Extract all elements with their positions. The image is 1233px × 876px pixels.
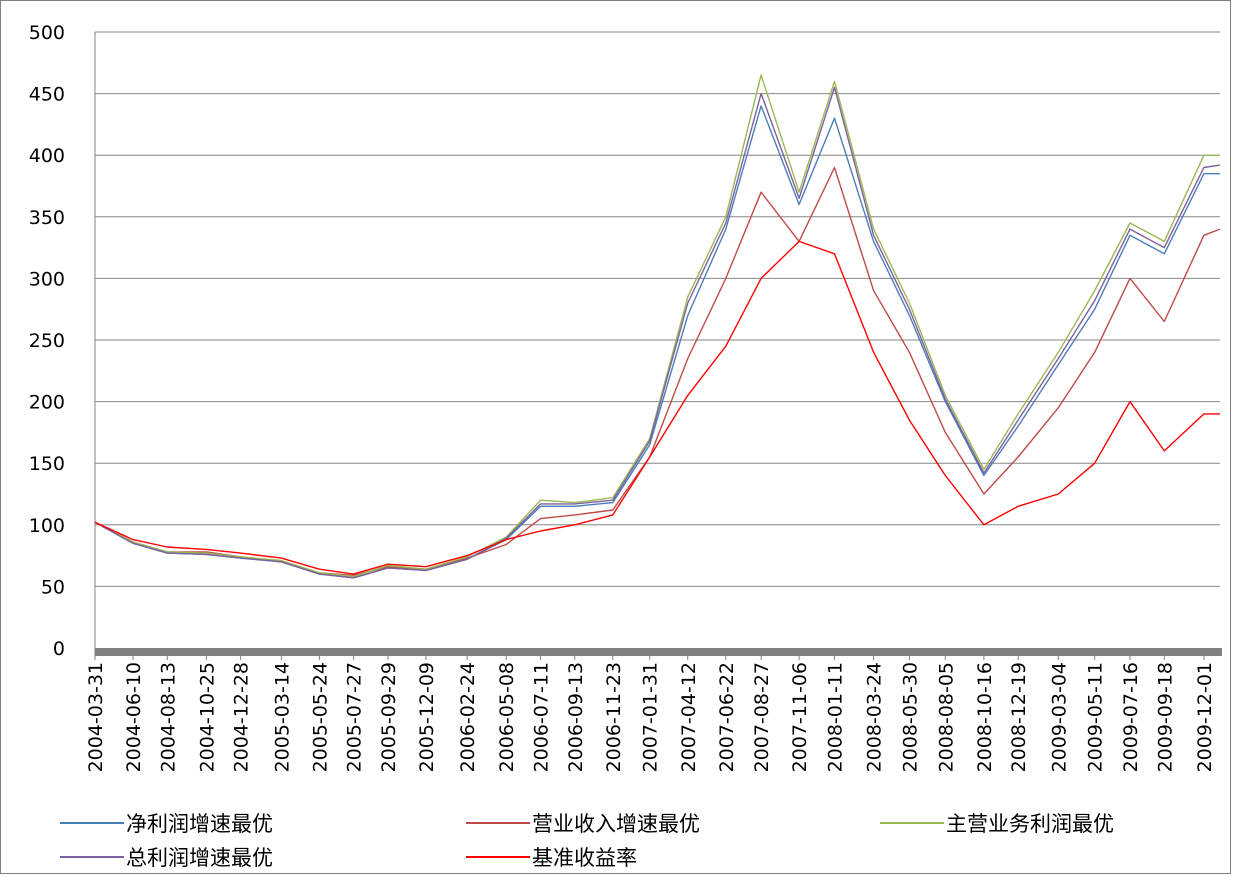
legend-item-total-profit: 总利润增速最优 — [60, 842, 273, 872]
x-tick-label: 2004-08-13 — [157, 662, 179, 772]
y-tick-label: 50 — [41, 576, 65, 598]
x-tick-label: 2006-11-23 — [603, 662, 625, 772]
y-tick-label: 450 — [29, 84, 65, 106]
x-tick-label: 2004-12-28 — [231, 662, 253, 772]
x-tick-label: 2008-05-30 — [899, 662, 921, 772]
x-tick-label: 2009-07-16 — [1120, 662, 1142, 772]
x-tick-label: 2008-12-19 — [1008, 662, 1030, 772]
x-tick-label: 2005-05-24 — [309, 662, 331, 772]
x-tick-label: 2006-05-08 — [496, 662, 518, 772]
x-tick-label: 2004-03-31 — [85, 662, 107, 772]
x-tick-label: 2006-07-11 — [531, 662, 553, 772]
x-axis-line — [95, 648, 1222, 656]
legend-item-net-profit: 净利润增速最优 — [60, 808, 273, 838]
y-tick-label: 150 — [29, 453, 65, 475]
y-tick-label: 0 — [53, 638, 65, 660]
y-tick-label: 300 — [29, 268, 65, 290]
x-tick-label: 2007-06-22 — [716, 662, 738, 772]
legend-item-revenue: 营业收入增速最优 — [466, 808, 700, 838]
y-tick-label: 500 — [29, 22, 65, 44]
series-line-3 — [94, 86, 1221, 579]
legend-swatch — [466, 856, 530, 858]
legend-label: 营业收入增速最优 — [532, 812, 700, 836]
x-tick-label: 2007-08-27 — [751, 662, 773, 772]
legend-swatch — [60, 822, 124, 824]
y-tick-label: 200 — [29, 392, 65, 414]
legend-label: 基准收益率 — [532, 846, 637, 870]
y-tick-label: 100 — [29, 515, 65, 537]
x-tick-label: 2009-05-11 — [1085, 662, 1107, 772]
x-tick-label: 2005-07-27 — [344, 662, 366, 772]
x-tick-label: 2005-03-14 — [271, 662, 293, 772]
legend-label: 净利润增速最优 — [126, 812, 273, 836]
x-tick-label: 2005-09-29 — [378, 662, 400, 772]
legend-item-main-profit: 主营业务利润最优 — [880, 808, 1114, 838]
x-tick-label: 2007-04-12 — [678, 662, 700, 772]
x-tick-label: 2006-02-24 — [457, 662, 479, 772]
series-line-4 — [94, 240, 1220, 575]
x-tick-label: 2009-03-04 — [1048, 662, 1070, 772]
x-tick-label: 2008-10-16 — [974, 662, 996, 772]
x-tick-label: 2008-08-05 — [935, 662, 957, 772]
x-tick-label: 2009-12-01 — [1194, 662, 1216, 772]
legend-swatch — [880, 822, 944, 824]
x-tick-label: 2009-09-18 — [1154, 662, 1176, 772]
series-line-2 — [94, 74, 1220, 578]
legend-swatch — [466, 822, 530, 824]
x-tick-label: 2005-12-09 — [416, 662, 438, 772]
y-tick-label: 350 — [29, 207, 65, 229]
legend-swatch — [60, 856, 124, 858]
legend-label: 总利润增速最优 — [126, 846, 273, 870]
x-tick-label: 2006-09-13 — [565, 662, 587, 772]
x-tick-label: 2008-03-24 — [864, 662, 886, 772]
y-tick-label: 250 — [29, 330, 65, 352]
x-tick-label: 2007-01-31 — [640, 662, 662, 772]
x-tick-label: 2007-11-06 — [789, 662, 811, 772]
series-lines — [94, 74, 1221, 579]
y-axis: 0 50 100 150 200 250 300 350 400 450 500 — [29, 22, 96, 660]
gridlines — [95, 31, 1220, 587]
x-tick-label: 2008-01-11 — [824, 662, 846, 772]
x-tick-label: 2004-10-25 — [196, 662, 218, 772]
legend-item-benchmark: 基准收益率 — [466, 842, 637, 872]
x-tick-label: 2004-06-10 — [123, 662, 145, 772]
x-axis: 2004-03-31 2004-06-10 2004-08-13 2004-10-25… — [85, 648, 1222, 772]
y-tick-label: 400 — [29, 145, 65, 167]
legend-label: 主营业务利润最优 — [946, 812, 1114, 836]
